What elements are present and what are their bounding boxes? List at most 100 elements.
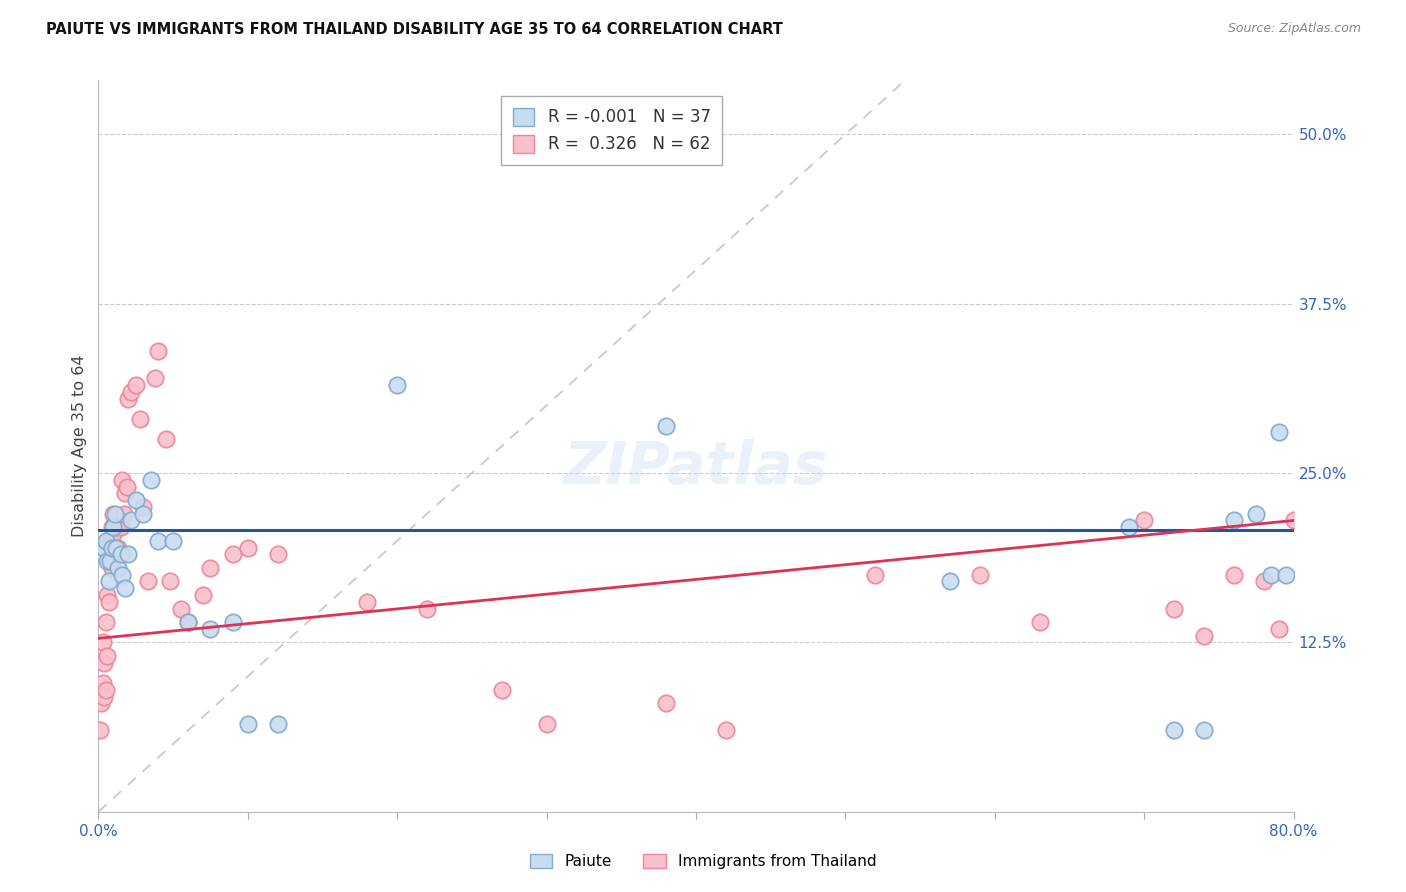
Point: [155, 432, 177, 446]
Point: [491, 682, 513, 697]
Point: [110, 520, 132, 534]
Point: [1118, 520, 1140, 534]
Point: [714, 723, 737, 738]
Point: [416, 601, 439, 615]
Point: [159, 574, 181, 589]
Point: [103, 507, 125, 521]
Point: [1275, 567, 1298, 582]
Point: [96, 588, 118, 602]
Point: [94, 533, 117, 548]
Point: [177, 615, 200, 629]
Point: [125, 493, 148, 508]
Point: [1260, 567, 1282, 582]
Point: [110, 547, 132, 561]
Point: [177, 615, 200, 629]
Point: [969, 567, 991, 582]
Point: [1312, 635, 1334, 649]
Point: [120, 514, 142, 528]
Point: [385, 378, 409, 392]
Point: [91, 635, 114, 649]
Legend: R = -0.001   N = 37, R =  0.326   N = 62: R = -0.001 N = 37, R = 0.326 N = 62: [501, 96, 723, 165]
Point: [98, 533, 122, 548]
Point: [1192, 629, 1215, 643]
Point: [1192, 723, 1215, 738]
Point: [655, 697, 678, 711]
Point: [111, 473, 134, 487]
Point: [939, 574, 962, 589]
Point: [112, 507, 135, 521]
Point: [101, 520, 124, 534]
Point: [132, 500, 155, 514]
Point: [120, 384, 142, 399]
Point: [91, 676, 114, 690]
Point: [101, 541, 124, 555]
Point: [1267, 622, 1289, 636]
Point: [97, 574, 120, 589]
Point: [114, 486, 136, 500]
Point: [1298, 601, 1320, 615]
Point: [1163, 723, 1185, 738]
Point: [356, 595, 378, 609]
Text: ZIPatlas: ZIPatlas: [564, 440, 828, 497]
Point: [94, 615, 117, 629]
Point: [98, 554, 122, 568]
Point: [1163, 601, 1185, 615]
Point: [105, 547, 128, 561]
Point: [91, 547, 114, 561]
Point: [115, 480, 138, 494]
Point: [103, 520, 125, 534]
Point: [97, 547, 120, 561]
Point: [222, 615, 245, 629]
Point: [162, 533, 184, 548]
Point: [200, 622, 222, 636]
Point: [90, 697, 112, 711]
Point: [1244, 507, 1267, 521]
Point: [129, 412, 152, 426]
Point: [136, 574, 159, 589]
Point: [1223, 514, 1246, 528]
Point: [148, 344, 170, 359]
Point: [865, 567, 887, 582]
Point: [108, 520, 131, 534]
Point: [111, 567, 134, 582]
Point: [169, 601, 191, 615]
Point: [1267, 425, 1289, 440]
Point: [1223, 567, 1246, 582]
Point: [222, 547, 245, 561]
Point: [98, 554, 122, 568]
Point: [114, 581, 136, 595]
Point: [93, 541, 115, 555]
Point: [148, 533, 170, 548]
Point: [1253, 574, 1275, 589]
Point: [1282, 514, 1305, 528]
Point: [267, 547, 290, 561]
Point: [94, 682, 117, 697]
Point: [267, 716, 290, 731]
Point: [132, 507, 155, 521]
Point: [139, 473, 162, 487]
Point: [101, 561, 124, 575]
Point: [105, 541, 128, 555]
Point: [117, 392, 139, 406]
Point: [96, 648, 118, 663]
Point: [89, 723, 111, 738]
Point: [104, 507, 127, 521]
Point: [96, 554, 118, 568]
Point: [104, 520, 127, 534]
Point: [107, 541, 129, 555]
Text: PAIUTE VS IMMIGRANTS FROM THAILAND DISABILITY AGE 35 TO 64 CORRELATION CHART: PAIUTE VS IMMIGRANTS FROM THAILAND DISAB…: [46, 22, 783, 37]
Legend: Paiute, Immigrants from Thailand: Paiute, Immigrants from Thailand: [523, 847, 883, 875]
Point: [143, 371, 166, 385]
Point: [1133, 514, 1156, 528]
Point: [103, 527, 125, 541]
Point: [236, 541, 259, 555]
Point: [93, 656, 115, 670]
Point: [655, 418, 678, 433]
Point: [107, 561, 129, 575]
Point: [93, 690, 115, 704]
Y-axis label: Disability Age 35 to 64: Disability Age 35 to 64: [72, 355, 87, 537]
Text: Source: ZipAtlas.com: Source: ZipAtlas.com: [1227, 22, 1361, 36]
Point: [117, 547, 139, 561]
Point: [536, 716, 558, 731]
Point: [200, 561, 222, 575]
